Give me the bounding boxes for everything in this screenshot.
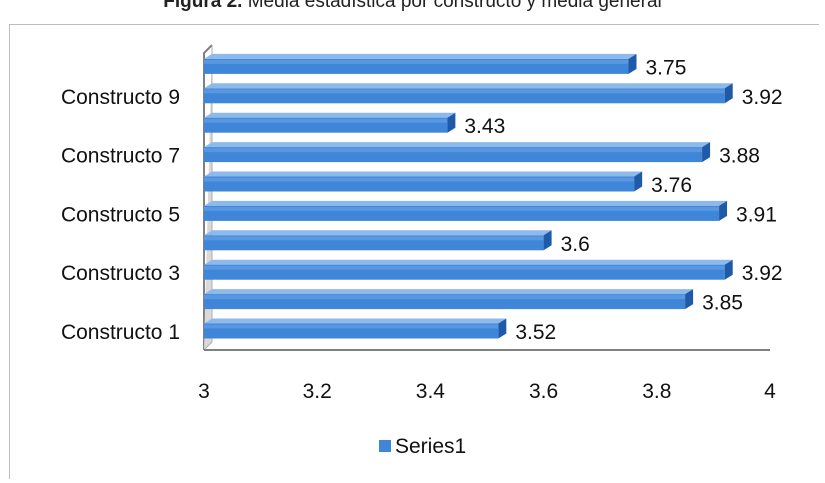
bar-5 bbox=[204, 200, 728, 221]
category-label: Constructo 5 bbox=[61, 203, 180, 226]
x-tick-label: 3.8 bbox=[642, 380, 671, 403]
data-label-7: 3.88 bbox=[719, 145, 760, 168]
category-label: Constructo 9 bbox=[61, 86, 180, 109]
category-label: Constructo 1 bbox=[61, 321, 180, 344]
category-label: Constructo 7 bbox=[61, 145, 180, 168]
x-tick-label: 3.6 bbox=[529, 380, 558, 403]
data-label-9: 3.92 bbox=[742, 86, 783, 109]
bar-10 bbox=[204, 53, 637, 74]
data-label-8: 3.43 bbox=[464, 115, 505, 138]
bar-4 bbox=[204, 230, 552, 251]
bar-9 bbox=[204, 83, 733, 104]
legend-swatch bbox=[379, 440, 391, 452]
x-tick-label: 4 bbox=[764, 380, 776, 403]
x-tick-label: 3.2 bbox=[303, 380, 332, 403]
data-label-6: 3.76 bbox=[651, 174, 692, 197]
figure-caption: Figura 2. Media estadística por construc… bbox=[0, 0, 825, 14]
data-label-10: 3.75 bbox=[646, 56, 687, 79]
data-label-3: 3.92 bbox=[742, 262, 783, 285]
bar-2 bbox=[204, 289, 694, 310]
caption-text: Media estadística por constructo y media… bbox=[247, 0, 662, 12]
bar-1 bbox=[204, 318, 507, 339]
data-label-5: 3.91 bbox=[736, 203, 777, 226]
data-label-2: 3.85 bbox=[702, 292, 743, 315]
bar-3 bbox=[204, 259, 733, 280]
chart-frame bbox=[9, 24, 819, 479]
caption-label: Figura 2. bbox=[163, 0, 243, 12]
x-tick-label: 3.4 bbox=[416, 380, 446, 403]
data-label-4: 3.6 bbox=[561, 233, 590, 256]
data-label-1: 3.52 bbox=[515, 321, 556, 344]
x-tick-label: 3 bbox=[198, 380, 210, 403]
legend-label: Series1 bbox=[395, 435, 466, 458]
bar-6 bbox=[204, 171, 643, 192]
y-axis-line bbox=[203, 44, 213, 350]
bar-7 bbox=[204, 142, 711, 163]
bar-8 bbox=[204, 112, 456, 133]
category-label: Constructo 3 bbox=[61, 262, 180, 285]
